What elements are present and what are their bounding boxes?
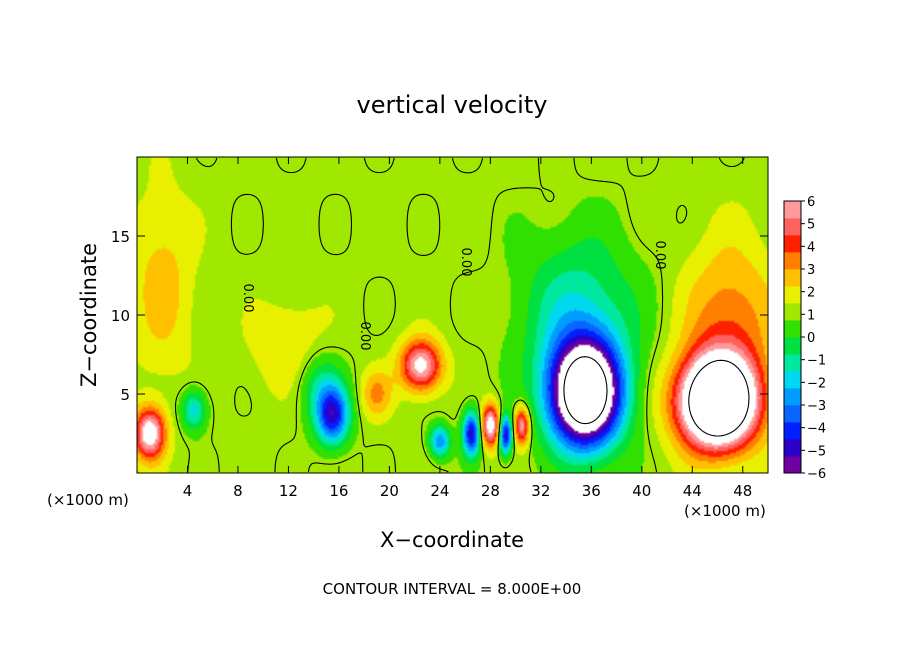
x-tick-label: 36 xyxy=(582,482,601,500)
colorbar-tick-label: 0 xyxy=(807,331,815,346)
colorbar-swatch xyxy=(784,303,801,321)
contour-value-label: 0.00 xyxy=(357,322,372,351)
colorbar-tick-label: 6 xyxy=(807,195,815,210)
x-tick-label: 16 xyxy=(329,482,348,500)
x-tick-label: 48 xyxy=(733,482,752,500)
colorbar-swatch xyxy=(784,252,801,270)
y-axis-ticks: 5 10 15 xyxy=(111,228,768,404)
colorbar-swatch xyxy=(784,218,801,236)
colorbar-tick-label: 4 xyxy=(807,240,815,255)
colorbar-tick-label: −6 xyxy=(807,467,826,482)
contour-value-label: 0.00 xyxy=(458,248,473,277)
colorbar-swatch xyxy=(784,456,801,474)
colorbar-swatch xyxy=(784,439,801,457)
colorbar-swatch xyxy=(784,422,801,440)
plot-area xyxy=(137,157,768,473)
x-unit-right: (×1000 m) xyxy=(684,502,766,520)
x-tick-label: 20 xyxy=(380,482,399,500)
contour-lines xyxy=(174,157,750,473)
colorbar-tick-label: 3 xyxy=(807,263,815,278)
colorbar-swatch xyxy=(784,371,801,389)
x-tick-label: 12 xyxy=(279,482,298,500)
x-tick-label: 4 xyxy=(183,482,193,500)
contour-value-label: 0.00 xyxy=(240,284,255,313)
colorbar-labels: 6 5 4 3 2 1 0 −1 −2 −3 −4 −5 −6 xyxy=(801,195,826,482)
colorbar-swatch xyxy=(784,235,801,253)
x-tick-label: 40 xyxy=(632,482,651,500)
colorbar-tick-label: 5 xyxy=(807,218,815,233)
colorbar xyxy=(783,200,802,474)
contour-line xyxy=(174,157,745,473)
colorbar-swatch xyxy=(784,286,801,304)
heatmap-image xyxy=(137,157,768,473)
x-axis-label: X−coordinate xyxy=(380,528,524,552)
colorbar-tick-label: −1 xyxy=(807,354,826,369)
y-tick-label: 10 xyxy=(111,307,130,325)
y-tick-label: 5 xyxy=(120,386,130,404)
x-axis-ticks: 4 8 12 16 20 24 28 32 36 40 44 48 xyxy=(183,157,752,500)
contour-line xyxy=(563,356,608,425)
colorbar-swatch xyxy=(784,320,801,338)
colorbar-tick-label: −5 xyxy=(807,444,826,459)
contour-labels: 0.00 0.00 0.00 0.00 xyxy=(240,241,667,351)
colorbar-tick-label: −4 xyxy=(807,422,826,437)
x-tick-label: 28 xyxy=(481,482,500,500)
colorbar-swatch xyxy=(784,388,801,406)
contour-line xyxy=(688,359,750,437)
colorbar-tick-label: 2 xyxy=(807,286,815,301)
chart-title: vertical velocity xyxy=(357,91,548,119)
contour-interval-text: CONTOUR INTERVAL = 8.000E+00 xyxy=(323,580,582,598)
colorbar-swatch xyxy=(784,337,801,355)
colorbar-tick-label: 1 xyxy=(807,308,815,323)
y-axis-label: Z−coordinate xyxy=(77,243,101,387)
x-tick-label: 24 xyxy=(430,482,449,500)
contour-value-label: 0.00 xyxy=(652,241,667,270)
y-tick-label: 15 xyxy=(111,228,130,246)
colorbar-tick-label: −2 xyxy=(807,376,826,391)
colorbar-swatch xyxy=(784,201,801,219)
colorbar-swatch xyxy=(784,354,801,372)
x-tick-label: 44 xyxy=(683,482,702,500)
colorbar-swatch xyxy=(784,269,801,287)
x-unit-left: (×1000 m) xyxy=(47,491,129,509)
colorbar-tick-label: −3 xyxy=(807,399,826,414)
colorbar-swatch xyxy=(784,405,801,423)
x-tick-label: 32 xyxy=(531,482,550,500)
x-tick-label: 8 xyxy=(233,482,243,500)
